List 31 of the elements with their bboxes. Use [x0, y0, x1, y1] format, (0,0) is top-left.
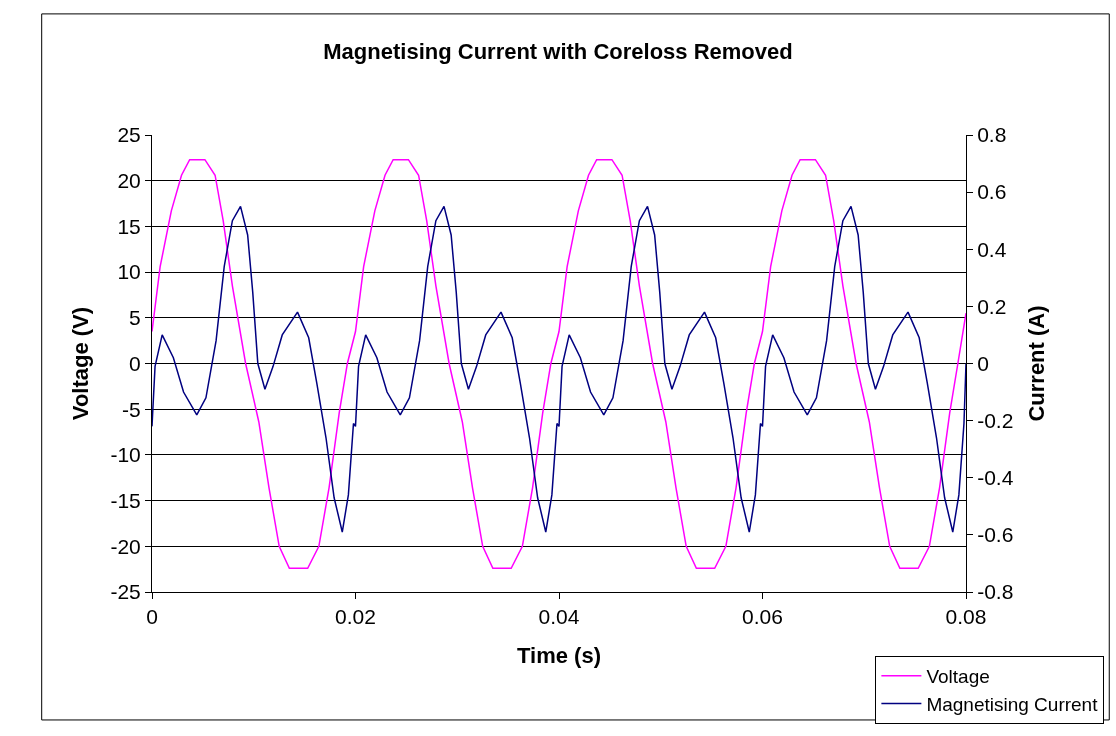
- y-tick-label: 0: [129, 351, 141, 375]
- x-tick-label: 0.04: [538, 605, 580, 629]
- y-axis-title: Voltage (V): [68, 306, 94, 421]
- x-tick-label: 0.06: [742, 605, 783, 629]
- legend-label: Voltage: [926, 666, 990, 688]
- y-tick-label: -15: [110, 488, 141, 512]
- y-tick-label: -5: [122, 397, 141, 421]
- y2-tick-label: 0: [977, 351, 989, 375]
- y2-tick-label: -0.6: [977, 523, 1014, 547]
- y2-tick-label: 0.4: [977, 237, 1007, 261]
- x-tick-label: 0.08: [945, 605, 987, 629]
- y2-tick-label: -0.4: [977, 466, 1014, 490]
- y-tick-label: -20: [110, 534, 141, 558]
- y2-tick-label: 0.2: [977, 294, 1007, 318]
- y2-axis-title: Current (A): [1023, 305, 1049, 422]
- y-tick-label: 20: [117, 169, 141, 193]
- y-tick-label: 15: [117, 214, 141, 238]
- y-tick-label: -10: [110, 443, 141, 467]
- y2-tick-label: -0.2: [977, 408, 1014, 432]
- y2-tick-label: 0.8: [977, 123, 1007, 147]
- legend-label: Magnetising Current: [926, 693, 1099, 715]
- x-tick-label: 0: [146, 605, 158, 629]
- y-tick-label: 25: [117, 123, 141, 147]
- y-tick-label: -25: [110, 580, 141, 604]
- y2-tick-label: -0.8: [977, 580, 1014, 604]
- x-axis-title: Time (s): [517, 643, 601, 669]
- y-tick-label: 10: [117, 260, 141, 284]
- chart-title: Magnetising Current with Coreloss Removed: [323, 39, 793, 65]
- y2-tick-label: 0.6: [977, 180, 1007, 204]
- y-tick-label: 5: [129, 306, 141, 330]
- x-tick-label: 0.02: [335, 605, 376, 629]
